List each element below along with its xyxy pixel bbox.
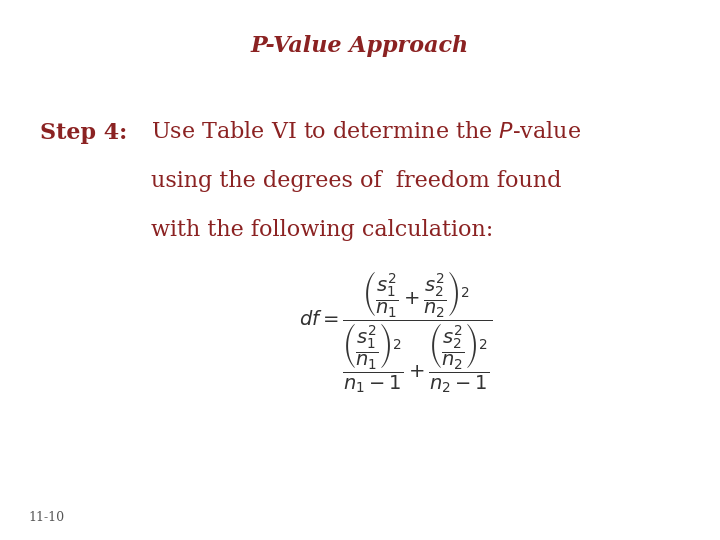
Text: with the following calculation:: with the following calculation: [151, 219, 493, 241]
Text: 11-10: 11-10 [29, 511, 65, 524]
Text: Step 4:: Step 4: [40, 122, 127, 144]
Text: P-Value Approach: P-Value Approach [251, 35, 469, 57]
Text: Use Table VI to determine the $P$-value: Use Table VI to determine the $P$-value [151, 122, 581, 144]
Text: using the degrees of  freedom found: using the degrees of freedom found [151, 170, 562, 192]
Text: $df = \dfrac{\left(\dfrac{s_1^2}{n_1} + \dfrac{s_2^2}{n_2}\right)^2}{\dfrac{\lef: $df = \dfrac{\left(\dfrac{s_1^2}{n_1} + … [300, 270, 492, 395]
